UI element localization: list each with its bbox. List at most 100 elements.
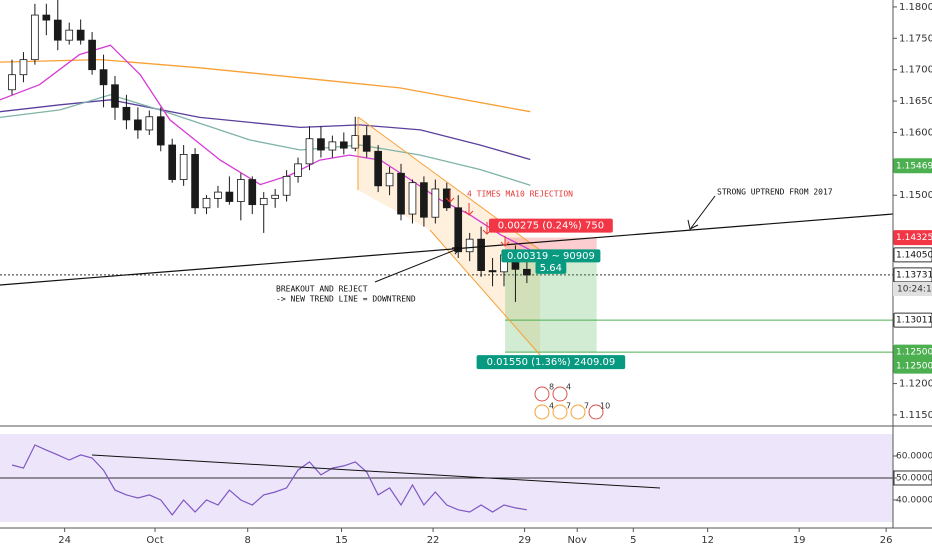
risk-label: 0.00319 ~ 90909 xyxy=(507,251,595,262)
candle-body xyxy=(374,150,382,187)
candle-body xyxy=(362,135,371,152)
red-arrow xyxy=(464,203,474,216)
ratio-label-box xyxy=(535,261,567,274)
price-tags: 1.15469 1.14325 1.14050 1.13731 1.13011 1.125… xyxy=(893,158,932,374)
event-icon[interactable] xyxy=(570,404,586,420)
drawings: STRONG UPTREND FROM 2017 4 TIMES MA10 RE… xyxy=(0,116,894,489)
candle-body xyxy=(76,29,85,41)
price-tag xyxy=(893,247,932,263)
event-count: 7 xyxy=(566,402,571,411)
candle-body xyxy=(31,14,39,61)
candle-body xyxy=(271,194,279,199)
candle-body xyxy=(305,138,314,165)
background-layer xyxy=(0,117,893,522)
x-tick-label: 24 xyxy=(58,535,71,546)
countdown-box xyxy=(893,282,932,296)
event-icon[interactable] xyxy=(534,386,550,402)
rsi-trend-line xyxy=(91,454,661,489)
event-count: 4 xyxy=(566,383,571,392)
candle-body xyxy=(282,176,291,196)
candle-body xyxy=(523,268,531,276)
y-tick-label: 50.00000 xyxy=(896,473,932,483)
y-tick-label: 1.18000 xyxy=(899,2,932,13)
x-tick-label: 19 xyxy=(793,535,806,546)
red-arrow xyxy=(445,190,455,203)
event-count: 4 xyxy=(549,402,554,411)
candle-body xyxy=(156,116,165,146)
event-icon[interactable] xyxy=(588,404,604,420)
candle-body xyxy=(134,119,142,131)
candle-body xyxy=(53,19,62,41)
y-tick-label: 40.00000 xyxy=(896,495,932,505)
y-tick-label: 1.17500 xyxy=(899,33,932,44)
candle-body xyxy=(259,197,268,206)
candle-body xyxy=(317,138,325,151)
event-count: 10 xyxy=(600,402,610,411)
stop-label-box xyxy=(489,218,613,233)
red-arrow xyxy=(500,236,510,247)
y-tick-label: 60.00000 xyxy=(896,452,932,462)
candle-body xyxy=(237,179,245,202)
candle-body xyxy=(351,135,360,149)
x-tick-label: 29 xyxy=(518,535,531,546)
events: 8 4 4 7 7 10 xyxy=(534,383,610,420)
y-tick-label: 1.11500 xyxy=(899,410,932,421)
price-tag-label: 1.13011 xyxy=(896,316,932,326)
candle-body xyxy=(328,141,337,151)
x-tick-label: 8 xyxy=(245,535,251,546)
target-label-box xyxy=(476,355,626,370)
candle-body xyxy=(385,172,394,187)
price-tag-label: 1.13731 xyxy=(896,270,932,280)
price-tag-label: 1.12500 xyxy=(896,348,932,358)
arrow-head xyxy=(687,219,699,230)
y-tick-label: 1.17000 xyxy=(899,65,932,76)
y-tick-label: 1.16500 xyxy=(899,96,932,107)
rsi-line xyxy=(11,444,527,516)
countdown: 10:24:10 xyxy=(897,285,932,295)
price-tag xyxy=(893,358,932,374)
event-icon[interactable] xyxy=(534,404,550,420)
candle-body xyxy=(19,59,28,76)
ratio-label: 5.64 xyxy=(540,263,562,274)
candle-body xyxy=(397,172,405,215)
candle-body xyxy=(294,163,302,177)
candle-body xyxy=(454,207,463,253)
event-icon[interactable] xyxy=(552,404,568,420)
candle-body xyxy=(65,29,74,41)
candle-body xyxy=(191,154,199,209)
annotation: -> NEW TREND LINE = DOWNTREND xyxy=(276,295,416,304)
x-tick-label: 22 xyxy=(427,535,440,546)
price-tag xyxy=(893,230,932,246)
candle-body xyxy=(431,188,440,218)
y-tick-label: 1.16000 xyxy=(899,127,932,138)
event-count: 8 xyxy=(549,383,554,392)
annotation: STRONG UPTREND FROM 2017 xyxy=(717,188,833,197)
moving-average xyxy=(0,58,531,113)
candle-body xyxy=(248,179,257,206)
x-tick-label: Nov xyxy=(567,535,587,546)
channel-line xyxy=(429,229,541,356)
candle-body xyxy=(179,154,188,180)
annotation: BREAKOUT AND REJECT xyxy=(276,285,368,294)
stop-label: 0.00275 (0.24%) 750 xyxy=(498,221,604,232)
candle-body xyxy=(99,69,108,86)
candle-body xyxy=(122,106,131,121)
x-tick-label: 5 xyxy=(630,535,636,546)
trend-line xyxy=(0,213,894,286)
price-tag-label: 1.15469 xyxy=(896,161,932,171)
candle-body xyxy=(145,116,154,131)
candle-body xyxy=(420,182,428,218)
candle-body xyxy=(339,141,348,149)
candle-body xyxy=(168,144,177,180)
moving-average xyxy=(0,99,531,161)
rejection-arrows xyxy=(445,190,510,247)
x-tick-label: Oct xyxy=(146,535,163,546)
candle-body xyxy=(488,270,497,273)
target-label: 0.01550 (1.36%) 2409.09 xyxy=(487,357,616,368)
risk-label-box xyxy=(501,249,601,263)
candle-body xyxy=(111,84,119,108)
event-icon[interactable] xyxy=(552,386,568,402)
y-tick-label: 1.12000 xyxy=(899,379,932,390)
y-tick-label: 1.15000 xyxy=(899,190,932,201)
